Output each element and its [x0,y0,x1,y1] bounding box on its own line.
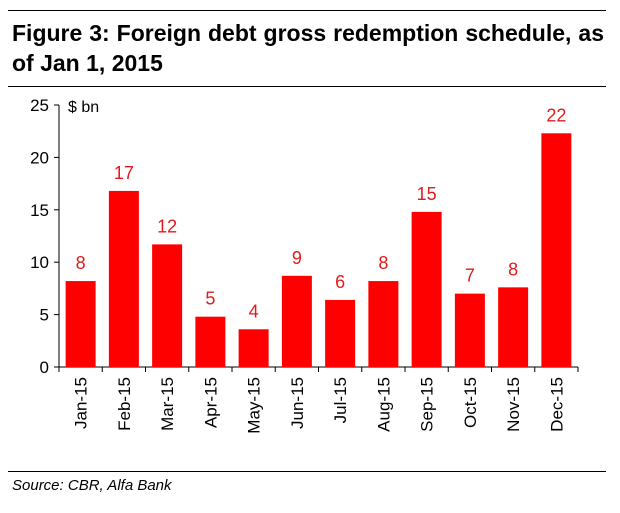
x-tick-label: Apr-15 [201,377,220,428]
x-tick-label: Jan-15 [72,377,91,429]
bar [238,329,269,367]
bar [325,299,356,367]
chart-axes: 0 5 10 15 20 25 $ bn [30,96,579,377]
x-tick-label: Nov-15 [504,377,523,432]
y-tick-label: 20 [30,148,49,167]
bar-value-label: 5 [205,289,215,309]
bar [195,316,226,367]
bar-value-label: 8 [508,259,518,279]
y-tick-label: 15 [30,201,49,220]
bar [368,281,399,367]
bar-value-label: 7 [465,266,475,286]
y-tick-label: 5 [40,306,49,325]
bar [411,211,442,367]
bar-value-label: 15 [417,184,437,204]
x-tick-labels: Jan-15 Feb-15 Mar-15 Apr-15 May-15 Jun-15 Jul-… [72,377,567,434]
top-rule [8,10,606,11]
bar [281,275,312,367]
bar-value-label: 8 [76,253,86,273]
y-tick-label: 25 [30,96,49,115]
x-tick-label: Jul-15 [331,377,350,423]
bar-value-label: 9 [292,248,302,268]
x-tick-label: Feb-15 [115,377,134,431]
y-tick-label: 10 [30,253,49,272]
bar [108,190,139,367]
bar-value-label: 12 [157,216,177,236]
source-note: Source: CBR, Alfa Bank [12,477,172,494]
bar-value-label: 6 [335,272,345,292]
figure-title: Figure 3: Foreign debt gross redemption … [12,20,604,76]
x-tick-label: May-15 [245,377,264,434]
bar [498,287,529,367]
x-tick-label: Dec-15 [547,377,566,432]
bar-value-label: 4 [249,301,259,321]
bar [454,293,485,367]
x-tick-label: Aug-15 [374,377,393,432]
y-unit-label: $ bn [68,99,99,116]
x-tick-label: Jun-15 [288,377,307,429]
bar [541,133,572,367]
bar-value-label: 17 [114,163,134,183]
x-tick-label: Mar-15 [158,377,177,431]
x-tick-label: Sep-15 [418,377,437,432]
x-tick-label: Oct-15 [461,377,480,428]
bottom-rule [8,471,606,472]
y-tick-label: 0 [40,358,49,377]
bar-value-label: 22 [546,105,566,125]
bar-chart: 0 5 10 15 20 25 $ bn 8 17 12 5 4 9 6 8 15 7 8 22 Jan-15 Fe… [30,96,579,434]
title-divider [8,86,606,87]
bar-series [65,133,572,367]
data-labels: 8 17 12 5 4 9 6 8 15 7 8 22 [76,105,567,321]
bar-value-label: 8 [378,253,388,273]
bar [152,244,183,367]
bar [65,281,96,367]
